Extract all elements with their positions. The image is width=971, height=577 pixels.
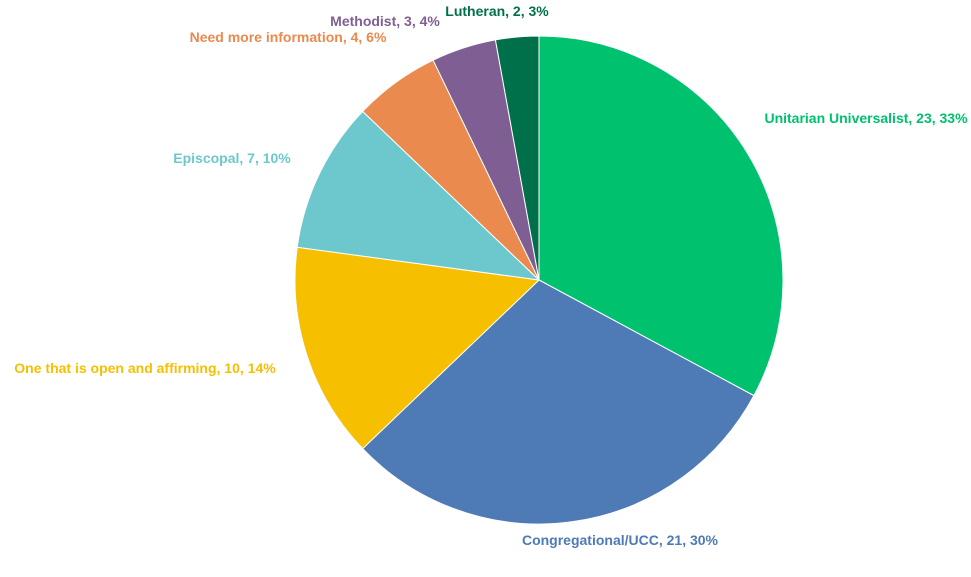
pie-slice <box>361 279 755 525</box>
pie-slice <box>494 35 540 281</box>
data-label: Unitarian Universalist, 23, 33% <box>764 110 968 126</box>
data-label: Need more information, 4, 6% <box>189 29 387 45</box>
pie-slice <box>538 35 784 397</box>
pie-slice <box>294 246 541 450</box>
data-label: Lutheran, 2, 3% <box>445 3 549 19</box>
data-label: Methodist, 3, 4% <box>330 13 440 29</box>
data-label: Episcopal, 7, 10% <box>173 150 291 166</box>
pie-slice <box>296 110 541 281</box>
data-label: Congregational/UCC, 21, 30% <box>521 532 719 548</box>
data-label: One that is open and affirming, 10, 14% <box>14 360 276 376</box>
